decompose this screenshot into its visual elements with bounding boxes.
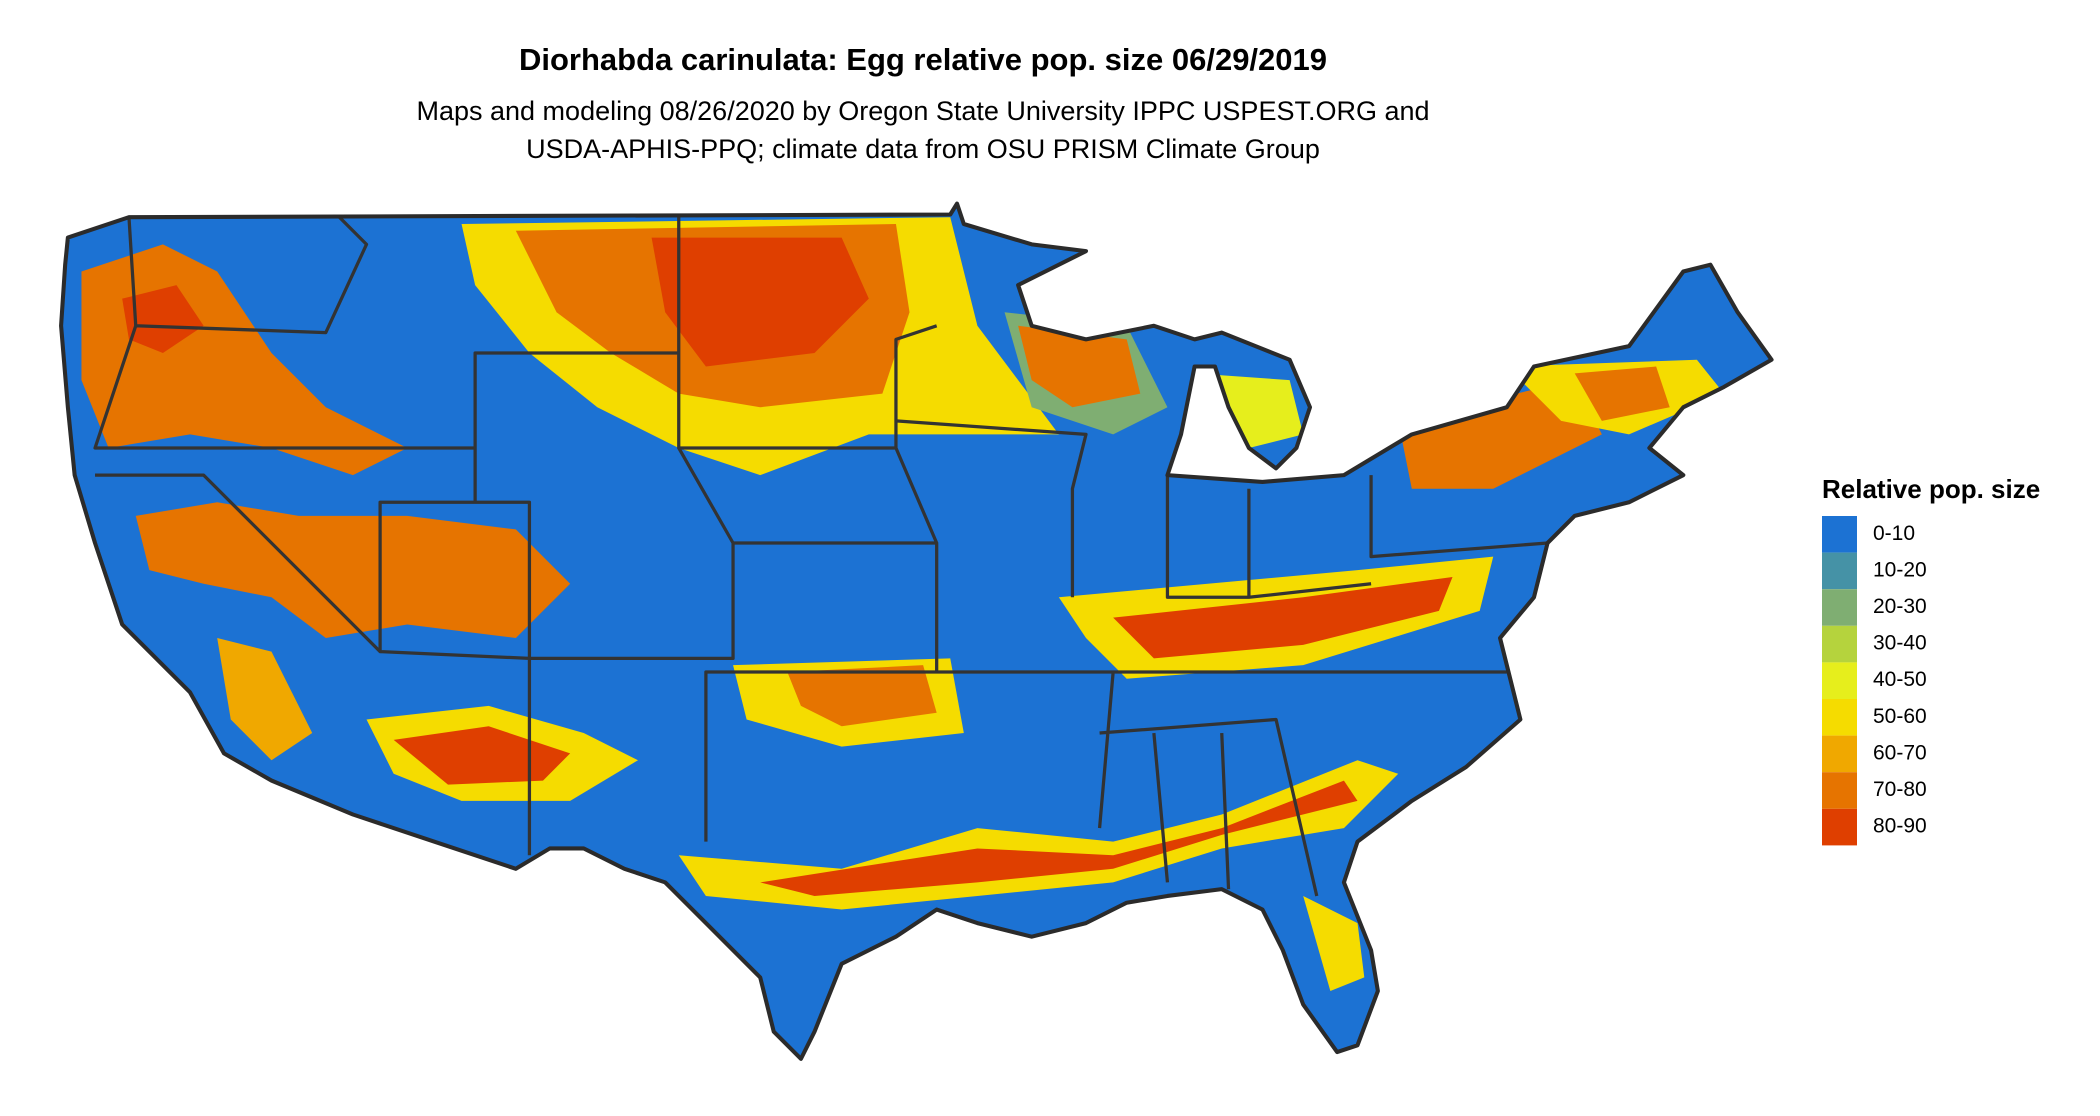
- legend-label: 20-30: [1873, 595, 1927, 618]
- legend-swatch: [1822, 772, 1857, 809]
- legend-label: 40-50: [1873, 668, 1927, 691]
- subtitle: Maps and modeling 08/26/2020 by Oregon S…: [416, 96, 1429, 126]
- zone: [217, 638, 313, 761]
- legend-swatch: [1822, 735, 1857, 773]
- legend-swatch: [1822, 625, 1857, 663]
- legend-label: 70-80: [1873, 778, 1927, 801]
- legend-swatch: [1822, 589, 1857, 626]
- legend-swatch: [1822, 516, 1857, 553]
- legend-swatch: [1822, 808, 1857, 846]
- zone: [760, 780, 1358, 896]
- legend-label: 30-40: [1873, 632, 1927, 655]
- zone: [1303, 895, 1365, 991]
- legend-label: 60-70: [1873, 741, 1927, 764]
- zone: [651, 237, 869, 367]
- zone: [1113, 576, 1453, 659]
- legend-label: 50-60: [1873, 705, 1927, 728]
- legend-title: Relative pop. size: [1822, 474, 2040, 504]
- state-borders: [61, 204, 1771, 1059]
- subtitle: USDA-APHIS-PPQ; climate data from OSU PR…: [526, 134, 1320, 164]
- zone: [787, 665, 937, 727]
- legend: 0-10 10-20 20-30 30-40 40-50 50-60 60-70 70-80 8…: [1822, 516, 1927, 846]
- zone: [135, 502, 571, 639]
- zone: [1018, 325, 1141, 408]
- legend-swatch: [1822, 552, 1857, 590]
- legend-label: 10-20: [1873, 558, 1927, 581]
- zone: [1194, 373, 1304, 448]
- zone: [1574, 366, 1670, 421]
- title: Diorhabda carinulata: Egg relative pop. …: [519, 42, 1327, 77]
- zone: [393, 726, 571, 785]
- legend-swatch: [1822, 662, 1857, 699]
- map: [61, 204, 1771, 1059]
- legend-swatch: [1822, 699, 1857, 736]
- legend-label: 80-90: [1873, 815, 1927, 838]
- suitability-zones: [81, 217, 1725, 991]
- legend-label: 0-10: [1873, 522, 1915, 545]
- zone: [122, 285, 204, 353]
